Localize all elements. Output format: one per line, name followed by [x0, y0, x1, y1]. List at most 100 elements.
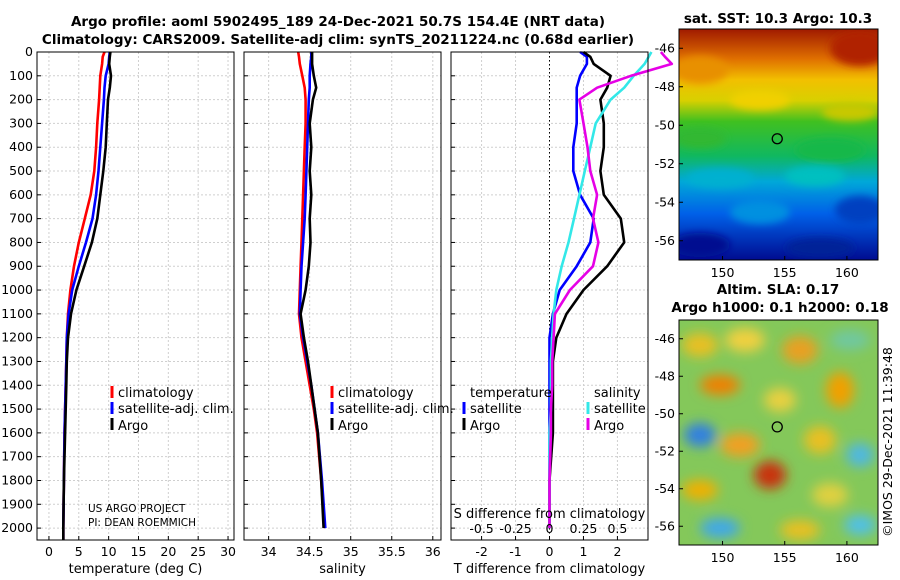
map-y-tick-label: -48: [655, 79, 675, 94]
x-tick-label: 0: [45, 544, 53, 559]
x-tick-label: 5: [75, 544, 83, 559]
top-tick-label: 0: [546, 521, 554, 536]
y-tick-label: 1900: [1, 496, 33, 511]
map-x-tick-label: 150: [711, 265, 735, 280]
series-line-salinity-argo: [548, 51, 674, 529]
sla-map-frame: [678, 319, 879, 546]
figure-title-line1: Argo profile: aoml 5902495_189 24-Dec-20…: [71, 14, 605, 30]
map-y-tick-label: -54: [655, 481, 675, 496]
y-tick-label: 2000: [1, 520, 33, 535]
map-x-tick-label: 155: [773, 265, 797, 280]
y-tick-label: 1000: [1, 282, 33, 297]
series-line-argo: [61, 51, 113, 540]
x-axis-label: salinity: [319, 562, 366, 577]
legend-label-climatology: climatology: [118, 386, 194, 401]
axes-frame: [243, 51, 442, 541]
temperature-panel: 0100200300400500600700800900100011001200…: [1, 44, 236, 577]
map-y-tick-label: -52: [655, 156, 675, 171]
legend-label-satellite: satellite-adj. clim.: [118, 402, 234, 417]
map-y-tick-label: -54: [655, 194, 675, 209]
map-y-tick-label: -52: [655, 443, 675, 458]
series-line-temperature-satellite: [548, 50, 596, 529]
salinity-legend: climatology satellite-adj. clim. Argo: [330, 386, 454, 434]
axes-frame: [36, 51, 235, 541]
x-tick-label: -1: [509, 544, 521, 559]
y-tick-label: 500: [9, 163, 33, 178]
sst-map-axes: 150 155 160 -46 -48 -50 -52 -54 -56: [655, 40, 859, 280]
salinity-panel: 34 34.5 35 35.5 36 salinity: [243, 51, 442, 577]
x-tick-label: 35.5: [378, 544, 406, 559]
map-x-tick-label: 155: [773, 550, 797, 565]
top-tick-label: 0.25: [570, 521, 598, 536]
legend-label-s-argo: Argo: [594, 419, 624, 434]
y-tick-label: 1400: [1, 377, 33, 392]
temperature-legend: climatology satellite-adj. clim. Argo: [110, 386, 234, 434]
sst-map-image: [679, 29, 878, 260]
x-tick-label: 25: [190, 544, 206, 559]
imos-timestamp: ©IMOS 29-Dec-2021 11:39:48: [880, 347, 895, 537]
y-tick-label: 800: [9, 234, 33, 249]
legend-label-t-argo: Argo: [470, 419, 500, 434]
map-y-tick-label: -50: [655, 406, 675, 421]
sst-float-marker: [771, 133, 783, 145]
sla-map-axes: 150 155 160 -46 -48 -50 -52 -54 -56: [655, 331, 859, 565]
x-tick-label: 0: [546, 544, 554, 559]
s-difference-label: S difference from climatology: [454, 507, 646, 522]
legend-title-temperature: temperature: [470, 386, 552, 401]
x-tick-label: 34.5: [296, 544, 324, 559]
x-tick-label: 36: [425, 544, 441, 559]
x-axis-label: T difference from climatology: [453, 562, 646, 577]
sla-map-image: [679, 320, 878, 545]
x-tick-label: -2: [475, 544, 487, 559]
y-tick-label: 1100: [1, 306, 33, 321]
legend-label-t-satellite: satellite: [470, 402, 522, 417]
x-tick-label: 30: [220, 544, 236, 559]
figure-title-line2: Climatology: CARS2009. Satellite-adj cli…: [42, 32, 634, 48]
x-axis-label: temperature (deg C): [69, 562, 203, 577]
sla-map-title-line2: Argo h1000: 0.1 h2000: 0.18: [671, 300, 888, 316]
map-y-tick-label: -48: [655, 368, 675, 383]
y-tick-label: 100: [9, 68, 33, 83]
sla-map-title-line1: Altim. SLA: 0.17: [717, 282, 839, 298]
y-tick-label: 1600: [1, 425, 33, 440]
map-y-tick-label: -56: [655, 233, 675, 248]
map-x-tick-label: 150: [711, 550, 735, 565]
map-y-tick-label: -46: [655, 40, 675, 55]
x-tick-label: 1: [579, 544, 587, 559]
sla-float-marker: [771, 421, 783, 433]
map-y-tick-label: -46: [655, 331, 675, 346]
top-tick-label: 0.5: [607, 521, 627, 536]
sst-map-title: sat. SST: 10.3 Argo: 10.3: [684, 11, 872, 27]
y-tick-label: 700: [9, 211, 33, 226]
x-tick-label: 20: [160, 544, 176, 559]
y-tick-label: 1700: [1, 449, 33, 464]
project-annotation: US ARGO PROJECT: [88, 503, 186, 515]
series-line-satellite-adj-clim-: [61, 51, 112, 540]
y-tick-label: 900: [9, 258, 33, 273]
legend-label-argo: Argo: [118, 419, 148, 434]
top-tick-label: -0.25: [499, 521, 531, 536]
x-tick-label: 35: [343, 544, 359, 559]
legend-label-satellite: satellite-adj. clim.: [338, 402, 454, 417]
difference-legend: temperature salinity satellite Argo sate…: [462, 386, 646, 434]
legend-title-salinity: salinity: [594, 386, 641, 401]
pi-annotation: PI: DEAN ROEMMICH: [88, 517, 196, 529]
x-tick-label: 2: [613, 544, 621, 559]
series-line-climatology: [61, 51, 106, 540]
y-tick-label: 1800: [1, 472, 33, 487]
legend-label-s-satellite: satellite: [594, 402, 646, 417]
map-x-tick-label: 160: [835, 265, 859, 280]
legend-label-argo: Argo: [338, 419, 368, 434]
x-tick-label: 10: [101, 544, 117, 559]
y-tick-label: 200: [9, 92, 33, 107]
y-tick-label: 1500: [1, 401, 33, 416]
map-y-tick-label: -50: [655, 117, 675, 132]
x-tick-label: 34: [261, 544, 277, 559]
map-x-tick-label: 160: [835, 550, 859, 565]
y-tick-label: 400: [9, 139, 33, 154]
series-line-argo: [299, 52, 325, 529]
difference-panel: -2 -1 0 1 2 T difference from climatology S di…: [450, 50, 674, 577]
y-tick-label: 1300: [1, 353, 33, 368]
series-line-temperature-argo: [548, 50, 626, 529]
